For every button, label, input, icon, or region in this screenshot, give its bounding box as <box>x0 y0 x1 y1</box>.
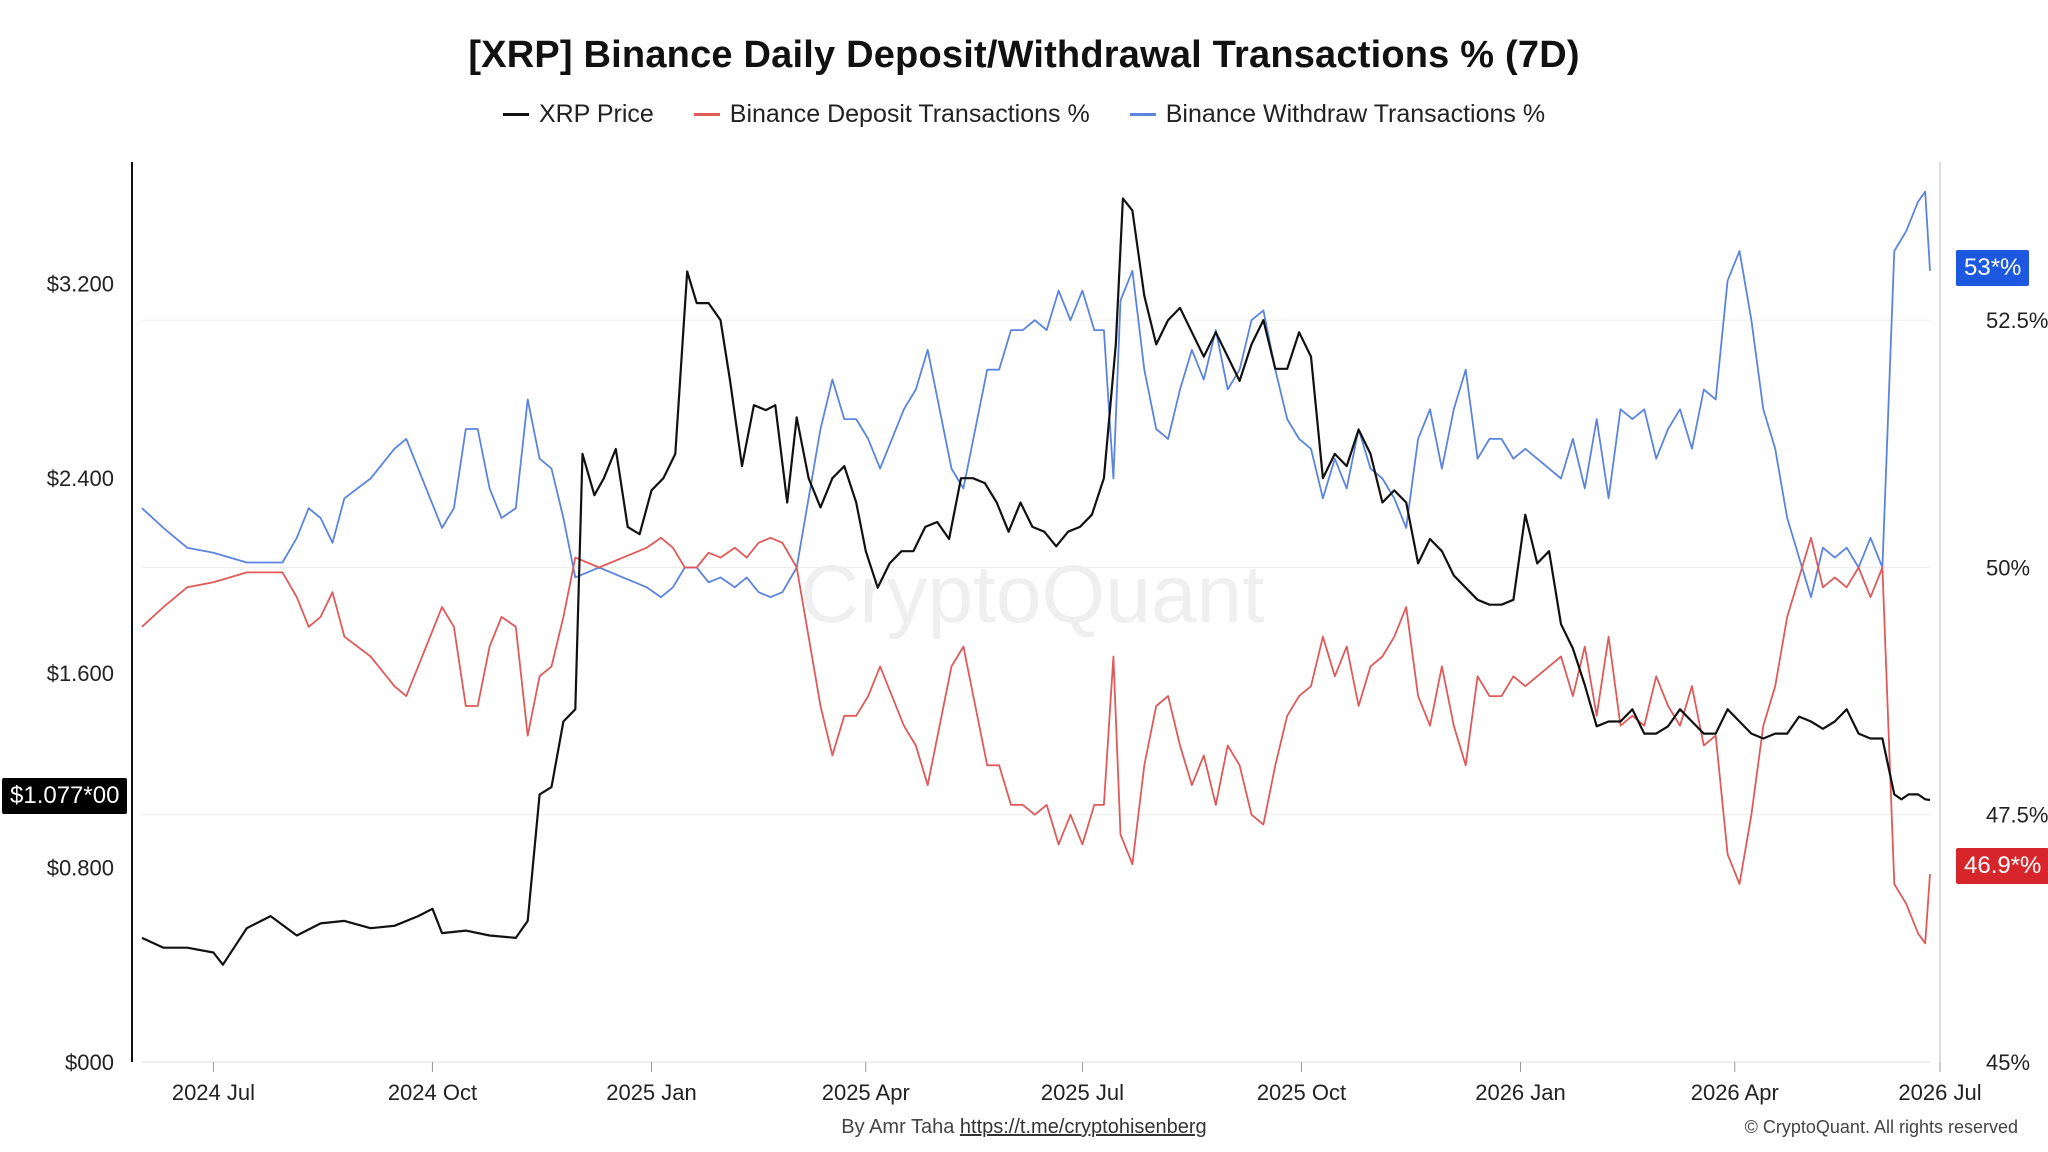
legend-label-xrp-price: XRP Price <box>538 100 654 128</box>
legend-swatch-withdraw <box>1129 113 1156 116</box>
legend-item-deposit[interactable]: Binance Deposit Transactions % <box>693 100 1090 129</box>
deposit-badge: 46.9*% <box>1956 848 2048 884</box>
y-left-tick-label: $3.200 <box>47 272 114 297</box>
copyright-text: © CryptoQuant. All rights reserved <box>1744 1117 2018 1137</box>
x-tick-label: 2026 Jul <box>1898 1080 1981 1105</box>
x-tick-label: 2025 Oct <box>1257 1080 1346 1105</box>
y-right-tick-label: 52.5% <box>1986 308 2048 333</box>
series-lines <box>141 190 1931 966</box>
x-tick-label: 2024 Oct <box>388 1080 477 1105</box>
y-left-axis-ticks: $000 $0.800 $1.600 $2.400 $3.200 <box>47 272 114 1075</box>
x-tick-label: 2025 Jul <box>1041 1080 1124 1105</box>
y-right-tick-label: 45% <box>1986 1050 2030 1075</box>
axes <box>131 162 1941 1063</box>
y-left-tick-label: $000 <box>65 1050 114 1075</box>
series-line-deposit <box>141 536 1931 945</box>
grid-lines <box>142 319 1930 816</box>
x-tick-label: 2026 Jan <box>1475 1080 1566 1105</box>
legend-item-withdraw[interactable]: Binance Withdraw Transactions % <box>1129 100 1546 129</box>
withdraw-badge: 53*% <box>1956 250 2030 286</box>
footer-author: By Amr Taha <box>841 1116 955 1138</box>
y-left-tick-label: $1.600 <box>47 661 114 686</box>
x-tick-label: 2024 Jul <box>172 1080 255 1105</box>
legend-item-xrp-price[interactable]: XRP Price <box>502 100 654 129</box>
y-right-tick-label: 50% <box>1986 555 2030 580</box>
watermark: CryptoQuant <box>800 549 1265 640</box>
y-right-tick-label: 47.5% <box>1986 803 2048 828</box>
chart-title: [XRP] Binance Daily Deposit/Withdrawal T… <box>468 34 1580 76</box>
legend-label-deposit: Binance Deposit Transactions % <box>729 100 1090 128</box>
x-tick-label: 2026 Apr <box>1691 1080 1779 1105</box>
y-right-axis-ticks: 45% 47.5% 50% 52.5% <box>1986 308 2048 1075</box>
legend-swatch-xrp-price <box>502 113 529 116</box>
footer-credit: By Amr Taha https://t.me/cryptohisenberg <box>0 1116 2048 1139</box>
legend-swatch-deposit <box>693 113 720 116</box>
series-line-withdraw <box>141 190 1931 599</box>
y-left-tick-label: $2.400 <box>47 466 114 491</box>
legend-label-withdraw: Binance Withdraw Transactions % <box>1165 100 1546 128</box>
series-line-xrp-price <box>141 197 1931 966</box>
y-left-tick-label: $0.800 <box>47 855 114 880</box>
chart-legend: XRP Price Binance Deposit Transactions %… <box>0 100 2048 129</box>
x-tick-label: 2025 Apr <box>822 1080 910 1105</box>
footer-link[interactable]: https://t.me/cryptohisenberg <box>959 1116 1207 1138</box>
x-tick-label: 2025 Jan <box>606 1080 697 1105</box>
x-axis-ticks: 2024 Jul 2024 Oct 2025 Jan 2025 Apr 2025 Jul… <box>172 1062 1982 1105</box>
price-badge: $1.077*00 <box>2 778 128 814</box>
